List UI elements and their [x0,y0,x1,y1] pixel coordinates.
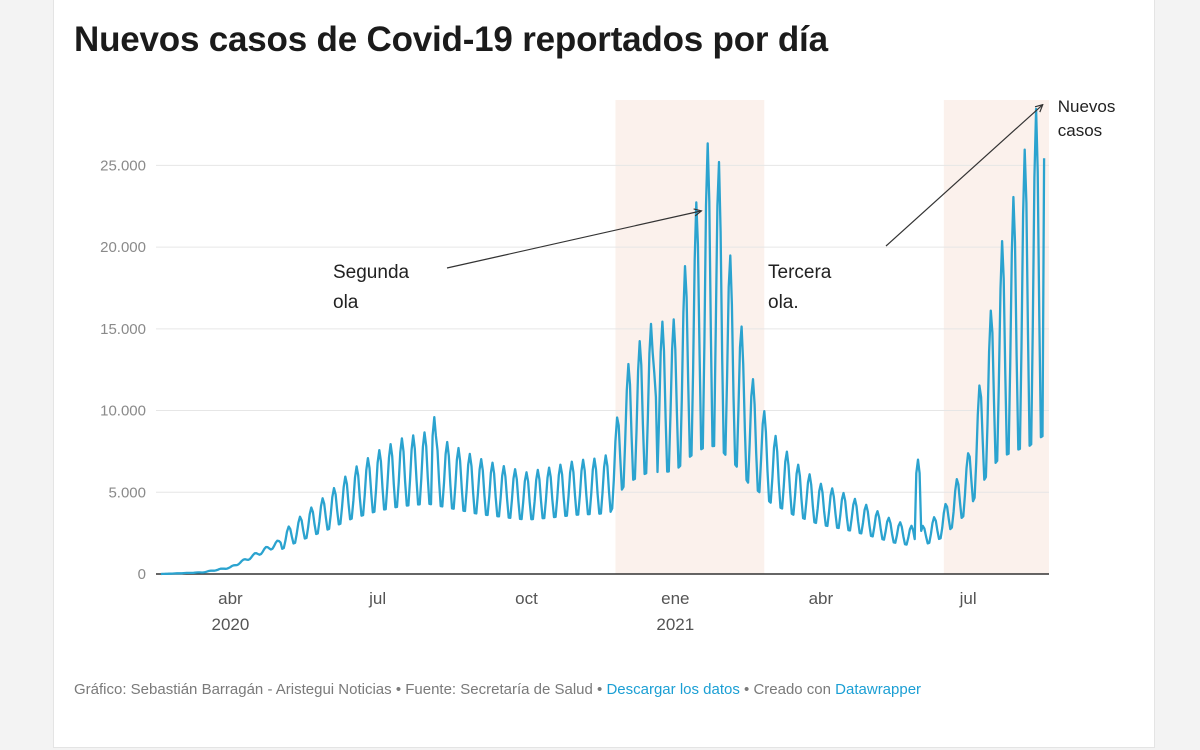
footer-credit: Gráfico: Sebastián Barragán - Aristegui … [74,681,607,698]
series-label-line: casos [1058,121,1102,140]
annotation-text: ola [333,292,359,313]
y-tick-label: 25.000 [100,157,146,174]
chart-title: Nuevos casos de Covid-19 reportados por … [74,20,828,59]
y-tick-label: 20.000 [100,239,146,256]
datawrapper-link[interactable]: Datawrapper [835,681,922,698]
series-label-line: Nuevos [1058,97,1116,116]
annotation-arrow [885,105,1043,247]
annotation-text: Segunda [333,262,410,283]
y-tick-label: 5.000 [108,484,146,501]
y-tick-label: 10.000 [100,403,146,420]
x-tick-label: jul [959,589,977,608]
annotation-arrow [446,211,701,269]
download-data-link[interactable]: Descargar los datos [606,681,740,698]
x-tick-label: oct [515,589,538,608]
chart-card: Nuevos casos de Covid-19 reportados por … [53,0,1155,748]
series-line-nuevos-casos [160,107,1046,576]
footer-created-with: • Creado con [739,681,836,698]
x-tick-label: ene [661,589,689,608]
y-tick-label: 0 [138,566,146,583]
wave-shade-2 [943,100,1049,574]
annotation-text: ola. [768,292,799,313]
annotation-text: Tercera [768,262,832,283]
y-tick-label: 15.000 [100,321,146,338]
x-tick-label: abr [218,589,243,608]
chart-footer: Gráfico: Sebastián Barragán - Aristegui … [74,679,1074,700]
chart-plot: 0 5.000 10.000 15.000 20.000 25.000 abr 2020 jul… [100,97,1116,634]
x-tick-label: jul [368,589,386,608]
x-tick-year: 2021 [656,615,694,634]
x-tick-year: 2020 [212,615,250,634]
wave-shade-1 [615,100,765,574]
x-tick-label: abr [809,589,834,608]
